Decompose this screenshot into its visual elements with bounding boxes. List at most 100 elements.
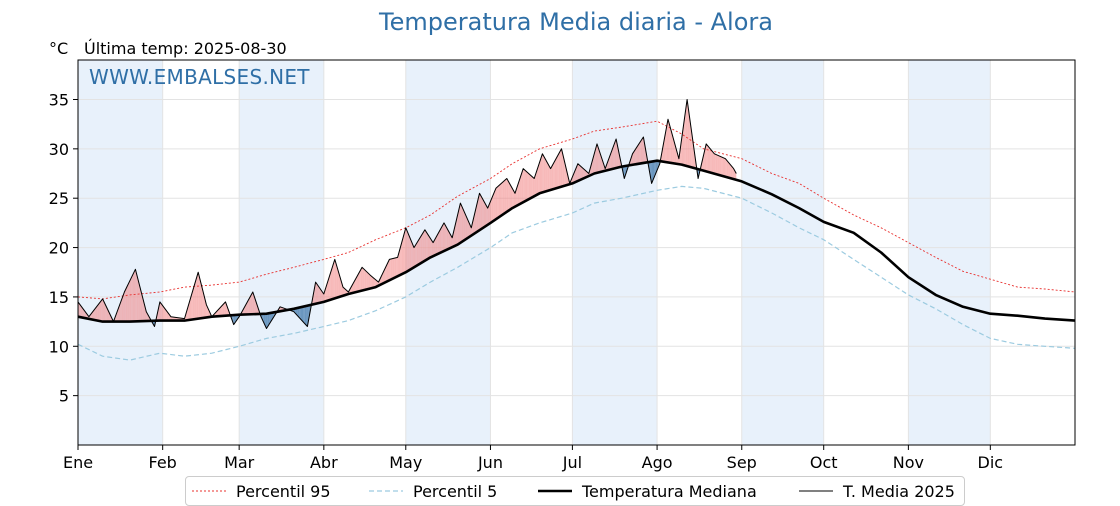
anomaly-fill-above [97,304,99,321]
anomaly-fill-above [198,272,200,319]
legend-item-p5: Percentil 5 [369,481,497,501]
anomaly-fill-above [724,158,726,177]
anomaly-fill-below [296,307,298,317]
anomaly-fill-above [144,306,147,322]
anomaly-fill-above [551,163,554,190]
anomaly-fill-above [124,289,126,322]
x-tick-label: Dic [978,453,1004,472]
anomaly-fill-above [363,268,365,291]
anomaly-fill-above [385,265,387,283]
anomaly-fill-above [135,269,137,322]
anomaly-fill-above [521,168,524,203]
series-line-median [77,159,1076,323]
x-tick-label: Jul [562,453,582,472]
legend-item-median: Temperatura Mediana [538,481,757,501]
anomaly-fill-above [396,257,398,277]
anomaly-fill-above [490,198,492,223]
anomaly-fill-below [233,314,236,325]
anomaly-fill-above [715,154,718,175]
anomaly-fill-above [251,291,253,315]
anomaly-fill-above [355,277,357,293]
anomaly-fill-above [707,145,709,173]
anomaly-fill-above [439,227,442,253]
anomaly-fill-above [542,153,544,193]
y-tick-label: 25 [49,189,69,208]
anomaly-fill-above [400,242,402,275]
anomaly-fill-above [594,148,596,174]
anomaly-fill-above [577,163,580,181]
anomaly-fill-above [199,277,201,319]
anomaly-fill-below [304,305,307,326]
anomaly-fill-below [654,160,656,177]
anomaly-fill-above [449,232,451,249]
anomaly-fill-above [554,158,557,189]
anomaly-fill-above [364,269,367,290]
anomaly-fill-above [435,235,438,255]
anomaly-fill-above [640,139,643,164]
anomaly-fill-above [504,179,506,214]
anomaly-fill-above [672,134,674,164]
anomaly-fill-above [495,187,498,220]
anomaly-fill-above [426,231,428,260]
anomaly-fill-above [460,203,462,243]
anomaly-fill-above [398,247,401,276]
anomaly-fill-above [710,148,712,173]
y-axis-unit-label: °C [49,39,69,58]
anomaly-fill-above [131,274,133,322]
anomaly-fill-above [524,169,526,202]
legend-swatch-p95 [192,490,226,492]
anomaly-fill-above [536,166,539,195]
anomaly-fill-above [446,227,449,250]
anomaly-fill-above [517,180,520,206]
anomaly-fill-above [370,275,372,289]
anomaly-fill-above [687,99,689,167]
anomaly-fill-above [463,209,465,241]
anomaly-fill-above [202,288,204,319]
anomaly-fill-above [480,195,483,230]
anomaly-fill-below [652,161,655,181]
anomaly-fill-above [386,262,389,282]
anomaly-fill-above [337,268,339,298]
anomaly-fill-above [318,286,320,304]
anomaly-fill-above [491,194,494,222]
anomaly-fill-below [651,161,653,184]
anomaly-fill-below [299,307,301,320]
anomaly-fill-above [191,290,193,320]
anomaly-fill-above [367,272,369,290]
anomaly-fill-above [159,301,162,321]
y-tick-label: 15 [49,288,69,307]
x-tick-label: Nov [893,453,924,472]
anomaly-fill-above [373,277,375,288]
anomaly-fill-below [269,312,271,325]
anomaly-fill-above [409,237,412,270]
legend-label-p5: Percentil 5 [413,481,498,501]
anomaly-fill-below [657,160,659,171]
anomaly-fill-above [430,238,432,258]
anomaly-fill-above [666,119,669,163]
anomaly-fill-above [684,109,686,166]
anomaly-fill-above [442,222,445,252]
anomaly-fill-above [706,143,708,172]
anomaly-fill-above [549,166,551,191]
anomaly-fill-above [558,151,561,188]
anomaly-fill-above [252,291,255,315]
anomaly-fill-above [685,99,688,167]
anomaly-fill-above [428,236,431,259]
anomaly-fill-above [523,168,525,203]
anomaly-fill-above [189,295,192,320]
legend-item-p95: Percentil 95 [192,481,331,501]
anomaly-fill-above [392,258,394,279]
anomaly-fill-above [162,305,165,321]
anomaly-fill-above [196,272,199,319]
anomaly-fill-above [366,271,368,290]
anomaly-fill-above [118,303,121,322]
anomaly-fill-above [546,161,548,192]
anomaly-fill-above [598,148,600,173]
anomaly-fill-above [668,119,670,163]
legend-swatch-median [538,489,572,493]
anomaly-fill-above [631,153,633,166]
y-tick-label: 30 [49,140,69,159]
anomaly-fill-above [140,290,143,322]
anomaly-fill-above [713,152,715,174]
anomaly-fill-above [718,155,720,176]
